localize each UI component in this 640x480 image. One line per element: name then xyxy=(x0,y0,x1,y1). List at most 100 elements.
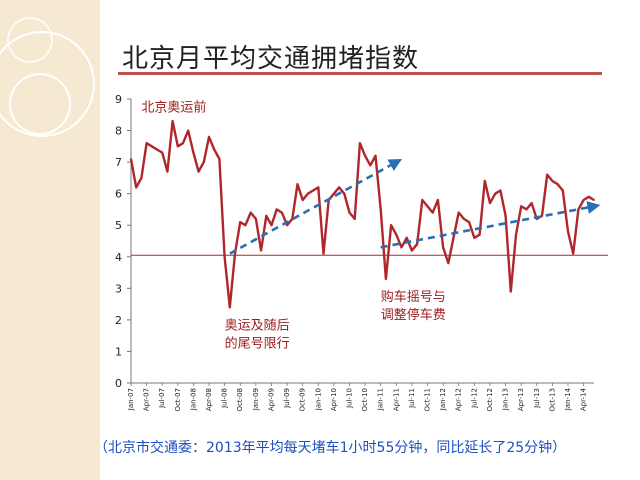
data-point xyxy=(239,221,242,224)
data-point xyxy=(140,177,143,179)
data-point xyxy=(452,236,455,239)
data-point xyxy=(228,306,231,309)
data-point xyxy=(270,224,273,227)
data-point xyxy=(275,208,278,211)
data-point xyxy=(577,208,580,211)
data-point xyxy=(333,192,335,195)
data-point xyxy=(265,214,268,217)
data-point xyxy=(322,252,325,255)
data-point xyxy=(587,195,590,198)
x-tick-label: Jan-12 xyxy=(439,388,447,411)
y-tick-label: 9 xyxy=(115,93,122,106)
slide-title: 北京月平均交通拥堵指数 xyxy=(122,44,420,74)
x-tick-label: Oct-09 xyxy=(299,388,307,412)
data-point xyxy=(395,233,398,236)
y-tick-label: 6 xyxy=(115,188,122,201)
data-point xyxy=(405,236,408,239)
data-point xyxy=(166,170,169,173)
data-point xyxy=(515,233,517,236)
y-tick-label: 7 xyxy=(115,156,122,169)
x-tick-label: Jan-10 xyxy=(314,388,322,411)
annotation-line: 调整停车费 xyxy=(381,307,446,323)
data-point xyxy=(416,243,418,246)
annotation-line: 的尾号限行 xyxy=(225,335,290,351)
data-point xyxy=(317,186,320,189)
data-point xyxy=(223,255,226,258)
data-point xyxy=(561,189,564,192)
data-point xyxy=(348,211,351,214)
content-panel xyxy=(100,0,640,480)
data-point xyxy=(509,290,512,293)
data-point xyxy=(145,142,148,145)
data-point xyxy=(296,183,299,186)
x-tick-label: Apr-12 xyxy=(455,388,463,411)
y-tick-label: 1 xyxy=(115,345,122,358)
data-point xyxy=(213,148,216,151)
x-tick-label: Jul-08 xyxy=(221,388,229,409)
data-point xyxy=(301,199,304,201)
data-point xyxy=(135,186,138,189)
annotation-2: 奥运及随后的尾号限行 xyxy=(225,318,290,351)
x-tick-label: Apr-13 xyxy=(517,388,525,411)
trend-arrow-1 xyxy=(229,158,403,255)
annotation-line: 奥运及随后 xyxy=(225,318,290,333)
data-point xyxy=(374,154,377,157)
data-point xyxy=(463,218,465,220)
x-tick-label: Oct-10 xyxy=(361,388,369,412)
x-tick-label: Oct-11 xyxy=(424,388,432,412)
data-point xyxy=(494,192,497,195)
data-point xyxy=(593,199,595,201)
data-point xyxy=(447,262,450,264)
data-point xyxy=(457,211,460,214)
y-tick-label: 2 xyxy=(115,314,122,327)
x-tick-label: Jul-10 xyxy=(345,388,353,409)
title-underline xyxy=(118,72,602,75)
congestion-series-line xyxy=(129,119,595,309)
data-point xyxy=(192,151,195,154)
data-point xyxy=(187,129,190,132)
data-point xyxy=(411,249,413,252)
data-point xyxy=(176,145,179,148)
x-tick-label: Oct-08 xyxy=(236,388,244,412)
data-point xyxy=(473,236,476,239)
data-point xyxy=(468,221,470,224)
data-point xyxy=(255,218,257,220)
x-tick-label: Oct-07 xyxy=(174,388,182,412)
data-point xyxy=(249,211,252,214)
data-point xyxy=(260,249,262,252)
y-tick-label: 4 xyxy=(115,251,122,264)
annotation-3: 购车摇号与调整停车费 xyxy=(381,289,446,323)
data-point xyxy=(130,158,132,160)
data-point xyxy=(202,161,205,164)
data-point xyxy=(489,202,491,205)
data-point xyxy=(400,246,403,249)
x-tick-label: Jan-11 xyxy=(377,388,385,411)
data-point xyxy=(286,224,288,227)
x-tick-label: Jan-13 xyxy=(502,388,510,411)
data-point xyxy=(208,136,210,138)
x-tick-label: Oct-12 xyxy=(486,388,494,412)
x-tick-label: Apr-14 xyxy=(580,387,588,411)
x-tick-label: Apr-07 xyxy=(143,388,151,411)
source-caption: （北京市交通委：2013年平均每天堵车1小时55分钟，同比延长了25分钟） xyxy=(94,440,567,456)
data-point xyxy=(442,246,444,249)
data-point xyxy=(426,205,429,208)
data-point xyxy=(281,211,283,214)
data-point xyxy=(499,189,502,192)
annotation-line: 北京奥运前 xyxy=(141,100,206,116)
data-point xyxy=(379,208,382,211)
x-tick-label: Jul-11 xyxy=(408,388,416,409)
data-point xyxy=(572,252,575,255)
data-point xyxy=(520,205,523,208)
data-point xyxy=(150,145,153,148)
data-point xyxy=(421,199,424,201)
annotation-1: 北京奥运前 xyxy=(141,100,206,116)
x-tick-label: Oct-13 xyxy=(548,388,556,412)
data-point xyxy=(244,224,247,227)
data-point xyxy=(156,148,158,151)
annotation-line: 购车摇号与 xyxy=(381,289,446,305)
y-tick-label: 5 xyxy=(115,219,122,232)
x-tick-label: Apr-10 xyxy=(330,388,338,411)
data-point xyxy=(546,173,549,176)
